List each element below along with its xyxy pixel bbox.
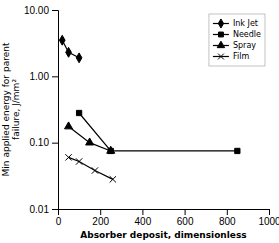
plot-area: 0 200 400 600 800 1000 0.01 0.10 1.00 10.00 Ink Je… bbox=[24, 5, 279, 227]
legend-item: Film bbox=[213, 52, 249, 61]
marker bbox=[59, 35, 65, 45]
marker bbox=[76, 53, 82, 63]
x-tick-label: 600 bbox=[177, 216, 194, 227]
y-axis-title: Min applied energy for parentfailure, J/… bbox=[1, 42, 21, 176]
x-tick: 200 bbox=[92, 209, 109, 227]
y-tick: 1.00 bbox=[30, 71, 58, 82]
y-axis: 0.01 0.10 1.00 10.00 bbox=[24, 5, 59, 215]
x-tick-label: 400 bbox=[135, 216, 152, 227]
marker bbox=[86, 138, 94, 145]
y-tick-mark bbox=[52, 143, 58, 144]
x-tick-label: 1000 bbox=[258, 216, 279, 227]
chart: 0 200 400 600 800 1000 0.01 0.10 1.00 10.00 Ink Je… bbox=[0, 0, 279, 243]
x-tick-label: 200 bbox=[92, 216, 109, 227]
x-tick-mark bbox=[269, 209, 270, 215]
legend-box bbox=[209, 14, 265, 66]
x-tick-mark bbox=[185, 209, 186, 215]
y-tick-label: 10.00 bbox=[24, 5, 49, 16]
marker bbox=[76, 158, 82, 164]
series-line bbox=[79, 113, 237, 151]
y-tick-label: 0.01 bbox=[30, 204, 50, 215]
x-tick-mark bbox=[100, 209, 101, 215]
marker bbox=[110, 176, 116, 182]
y-tick-label: 0.10 bbox=[30, 137, 50, 148]
y-tick-label: 1.00 bbox=[30, 71, 50, 82]
legend-label: Needle bbox=[233, 30, 261, 39]
x-tick-mark bbox=[142, 209, 143, 215]
y-axis-line bbox=[52, 11, 59, 210]
legend-item: Needle bbox=[213, 30, 261, 39]
y-tick-mark bbox=[52, 209, 58, 210]
x-tick: 800 bbox=[219, 209, 236, 227]
marker bbox=[65, 122, 73, 129]
y-tick-mark bbox=[52, 76, 58, 77]
legend: Ink Jet Needle Spray Film bbox=[209, 14, 265, 66]
marker bbox=[107, 146, 115, 153]
legend-label: Ink Jet bbox=[233, 19, 258, 28]
x-tick: 400 bbox=[135, 209, 152, 227]
series-line bbox=[62, 40, 79, 58]
legend-marker bbox=[218, 32, 223, 37]
legend-item: Ink Jet bbox=[213, 19, 258, 28]
legend-item: Spray bbox=[213, 41, 256, 50]
legend-marker bbox=[218, 54, 224, 60]
marker bbox=[92, 167, 98, 173]
legend-label: Spray bbox=[233, 41, 256, 50]
x-tick: 600 bbox=[177, 209, 194, 227]
y-tick: 0.10 bbox=[30, 137, 58, 148]
x-tick-label: 800 bbox=[219, 216, 236, 227]
marker bbox=[76, 110, 81, 115]
y-tick: 0.01 bbox=[30, 204, 58, 215]
x-axis: 0 200 400 600 800 1000 bbox=[56, 209, 279, 227]
legend-label: Film bbox=[233, 52, 249, 61]
legend-marker bbox=[217, 41, 224, 47]
x-tick-mark bbox=[227, 209, 228, 215]
y-tick: 10.00 bbox=[24, 5, 58, 16]
marker bbox=[66, 47, 72, 57]
x-tick-label: 0 bbox=[56, 216, 62, 227]
x-tick: 1000 bbox=[258, 209, 279, 227]
series-line bbox=[69, 127, 111, 151]
series-line bbox=[69, 157, 113, 179]
x-axis-line bbox=[59, 210, 270, 216]
y-tick-mark bbox=[52, 10, 58, 11]
marker bbox=[65, 154, 71, 160]
x-axis-title: Absorber deposit, dimensionless bbox=[80, 230, 246, 240]
x-tick: 0 bbox=[56, 209, 62, 227]
marker bbox=[235, 148, 240, 153]
legend-marker bbox=[218, 19, 223, 28]
